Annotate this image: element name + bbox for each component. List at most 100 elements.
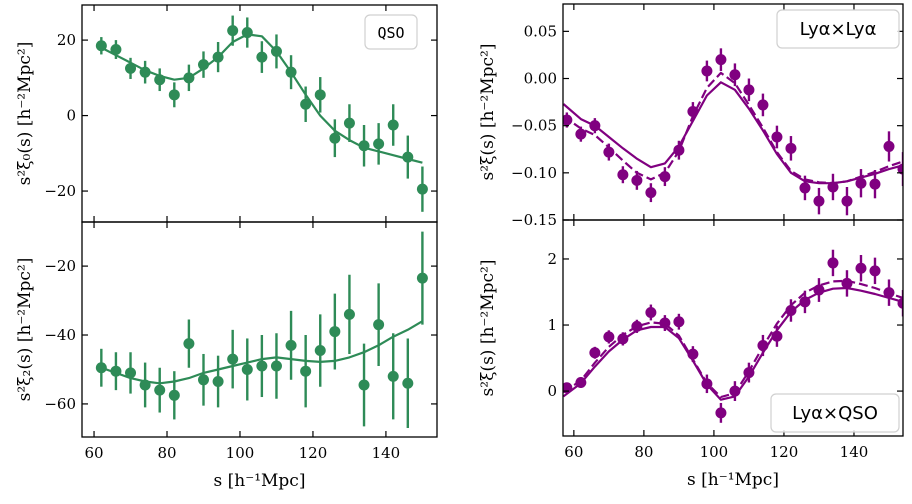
data-point xyxy=(785,142,797,154)
data-point xyxy=(757,340,769,352)
x-tick-label: 80 xyxy=(157,444,176,462)
data-point xyxy=(575,376,587,388)
data-point xyxy=(314,89,326,101)
legend-box xyxy=(776,9,900,49)
data-point xyxy=(575,128,587,140)
plot-area xyxy=(563,249,903,423)
data-point xyxy=(659,317,671,329)
x-tick-label: 100 xyxy=(226,444,255,462)
data-point xyxy=(883,287,895,299)
data-point xyxy=(897,297,903,309)
data-point xyxy=(110,44,122,56)
data-point xyxy=(701,65,713,77)
data-point xyxy=(402,377,414,389)
x-tick-label: 100 xyxy=(700,443,729,461)
y-tick-label: −20 xyxy=(44,182,76,200)
y-tick-label: −0.15 xyxy=(511,211,557,229)
data-point xyxy=(125,62,137,74)
y-axis-label: s²ξ(s) [h⁻²Mpc²] xyxy=(478,44,498,181)
data-point xyxy=(241,27,253,39)
data-point xyxy=(139,66,151,78)
data-point xyxy=(168,389,180,401)
series-line-model-dashed xyxy=(563,71,903,185)
series-line-model-dashed xyxy=(563,279,903,399)
data-point xyxy=(270,45,282,57)
y-axis-label: s²ξ₂(s) [h⁻²Mpc²] xyxy=(15,258,35,402)
data-point xyxy=(617,333,629,345)
data-point xyxy=(785,304,797,316)
data-point xyxy=(799,182,811,194)
y-tick-label: −20 xyxy=(44,257,76,275)
data-point xyxy=(841,277,853,289)
data-point xyxy=(183,72,195,84)
data-point xyxy=(645,187,657,199)
legend-box xyxy=(770,393,900,433)
data-point xyxy=(154,74,166,86)
data-point xyxy=(701,378,713,390)
data-point xyxy=(256,360,268,372)
y-tick-label: 0.05 xyxy=(524,22,557,40)
series-line-model xyxy=(100,33,423,164)
data-point xyxy=(343,117,355,129)
y-tick-label: −40 xyxy=(44,326,76,344)
data-point xyxy=(285,66,297,78)
x-tick-label: 120 xyxy=(770,443,799,461)
data-point xyxy=(197,59,209,71)
data-point xyxy=(729,385,741,397)
y-tick-label: −0.05 xyxy=(511,117,557,135)
data-point xyxy=(687,106,699,118)
data-point xyxy=(416,183,428,195)
data-point xyxy=(95,40,107,52)
x-tick-label: 60 xyxy=(84,444,103,462)
data-point xyxy=(300,365,312,377)
data-point xyxy=(813,284,825,296)
data-point xyxy=(687,348,699,360)
y-tick-label: 20 xyxy=(57,31,76,49)
y-tick-label: 2 xyxy=(547,250,557,268)
panel-qso-quadrupole: 60 80 100 120 140 −60 −40 −20 s²ξ₂(s) [h⁻²Mpc²] s… xyxy=(15,221,438,491)
plot-area xyxy=(95,15,428,212)
legend-label: Lyα×QSO xyxy=(792,403,878,424)
data-point xyxy=(869,265,881,277)
data-point xyxy=(715,54,727,66)
x-tick-label: 60 xyxy=(564,443,583,461)
data-point xyxy=(673,144,685,156)
data-point xyxy=(855,262,867,274)
data-point xyxy=(813,195,825,207)
data-point xyxy=(300,98,312,110)
y-tick-label: 0 xyxy=(66,107,76,125)
data-point xyxy=(110,365,122,377)
data-point xyxy=(603,146,615,158)
data-point xyxy=(659,171,671,183)
x-axis-label: s [h⁻¹Mpc] xyxy=(687,470,779,490)
plot-area xyxy=(95,231,428,429)
data-point xyxy=(799,296,811,308)
data-point xyxy=(729,69,741,81)
x-tick-label: 140 xyxy=(840,443,869,461)
data-point xyxy=(314,345,326,357)
data-point xyxy=(241,363,253,375)
data-point xyxy=(645,306,657,318)
data-point xyxy=(757,99,769,111)
data-point xyxy=(373,138,385,150)
axes-frame xyxy=(562,219,904,437)
data-point xyxy=(270,360,282,372)
series-line-model-solid xyxy=(563,81,903,185)
data-point xyxy=(343,308,355,320)
y-tick-label: 1 xyxy=(547,316,557,334)
data-point xyxy=(212,376,224,388)
series-line-model-solid xyxy=(563,286,903,401)
axes-frame xyxy=(81,221,438,438)
panel-lya-lya: −0.15 −0.10 −0.05 0.00 0.05 s²ξ(s) [h⁻²Mpc²] L… xyxy=(478,3,904,229)
data-point xyxy=(125,367,137,379)
data-point xyxy=(743,367,755,379)
legend-box xyxy=(364,14,418,50)
data-point xyxy=(387,370,399,382)
panel-qso-monopole: −20 0 20 s²ξ₀(s) [h⁻²Mpc²] QSO xyxy=(15,4,438,223)
x-tick-label: 140 xyxy=(372,444,401,462)
data-point xyxy=(631,320,643,332)
data-point xyxy=(402,151,414,163)
data-point xyxy=(589,347,601,359)
data-point xyxy=(771,131,783,143)
panel-lya-qso: 60 80 100 120 140 0 1 2 s²ξ(s) [h⁻²Mpc²] s [h⁻¹Mp… xyxy=(478,219,904,490)
